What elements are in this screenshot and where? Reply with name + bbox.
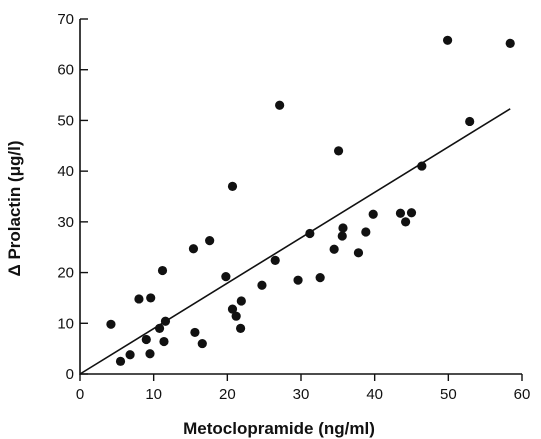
- data-point-11: [188, 244, 199, 254]
- data-point-10: [160, 316, 171, 326]
- data-point-5: [145, 349, 155, 359]
- data-point-38: [442, 35, 453, 45]
- y-tick-label-7: 70: [57, 11, 74, 28]
- data-point-18: [231, 311, 241, 321]
- data-point-23: [275, 100, 285, 110]
- data-point-29: [337, 231, 347, 241]
- data-points: [106, 35, 515, 366]
- data-point-28: [333, 146, 344, 156]
- y-axis-title: Δ Prolactin (μg/l): [5, 141, 24, 277]
- data-point-16: [227, 304, 238, 314]
- x-tick-label-0: 0: [76, 386, 84, 403]
- data-point-33: [368, 209, 378, 219]
- data-point-30: [338, 223, 348, 233]
- data-point-39: [465, 116, 475, 127]
- data-point-13: [197, 338, 207, 349]
- x-tick-label-5: 50: [440, 386, 457, 403]
- data-point-8: [157, 265, 168, 276]
- data-point-17: [227, 181, 238, 191]
- x-tick-label-1: 10: [145, 386, 162, 403]
- y-tick-label-2: 20: [57, 265, 74, 282]
- data-point-1: [115, 356, 126, 366]
- data-point-21: [257, 280, 267, 290]
- data-point-32: [361, 227, 371, 237]
- data-point-12: [190, 327, 200, 338]
- x-tick-label-4: 40: [366, 386, 383, 403]
- data-point-20: [236, 296, 246, 306]
- data-point-15: [221, 272, 231, 282]
- y-tick-label-0: 0: [66, 366, 74, 383]
- data-point-26: [315, 273, 325, 283]
- y-axis-ticks: 0 10 20 30 40 50 60 70: [57, 11, 88, 383]
- data-point-27: [329, 244, 339, 254]
- data-point-22: [270, 255, 280, 265]
- data-point-37: [417, 161, 427, 171]
- data-point-25: [305, 228, 315, 239]
- data-point-34: [395, 208, 406, 218]
- data-point-3: [134, 294, 144, 304]
- y-tick-label-6: 60: [57, 62, 74, 79]
- axis-lines: [79, 19, 522, 375]
- x-tick-label-2: 20: [219, 386, 236, 403]
- data-point-31: [353, 248, 364, 258]
- x-axis-ticks: 0 10 20 30 40 50 60: [76, 374, 531, 403]
- data-point-36: [406, 208, 417, 218]
- data-point-7: [154, 323, 165, 333]
- data-point-40: [505, 38, 515, 48]
- data-point-14: [205, 236, 215, 246]
- data-point-6: [146, 293, 156, 303]
- y-tick-label-5: 50: [57, 112, 74, 129]
- axes: [79, 19, 522, 375]
- x-tick-label-6: 60: [514, 386, 531, 403]
- data-point-0: [106, 319, 116, 329]
- x-tick-label-3: 30: [293, 386, 310, 403]
- data-point-24: [293, 275, 303, 285]
- data-point-35: [401, 217, 411, 227]
- y-tick-label-3: 30: [57, 214, 74, 231]
- y-tick-label-4: 40: [57, 163, 74, 180]
- regression-line: [79, 108, 511, 375]
- data-point-19: [235, 323, 246, 333]
- data-point-9: [159, 336, 169, 347]
- y-tick-label-1: 10: [57, 315, 74, 332]
- data-point-2: [125, 350, 135, 360]
- data-point-4: [141, 334, 151, 345]
- x-axis-title: Metoclopramide (ng/ml): [183, 419, 375, 438]
